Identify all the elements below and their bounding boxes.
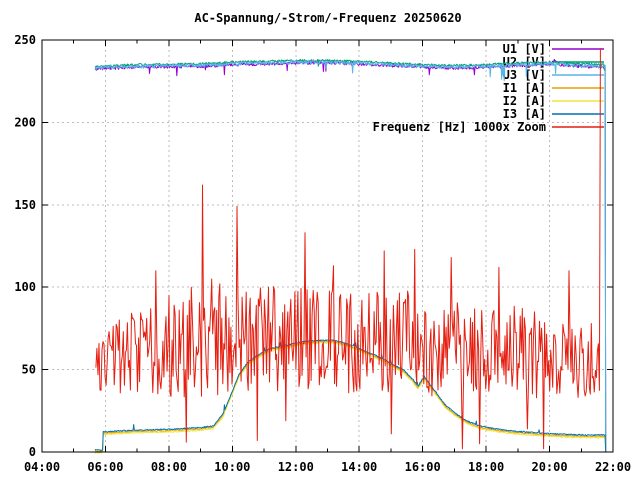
axes: 04:00 06:00 08:00 10:00 12:00 14:00 16:00 18:00… (14, 33, 631, 474)
series-line-frequenz (95, 48, 601, 450)
y-tick-label: 200 (14, 115, 36, 129)
legend-label: U3 [V] (503, 68, 546, 82)
grid-lines (42, 40, 613, 452)
x-tick-label: 04:00 (24, 460, 60, 474)
y-tick-label: 250 (14, 33, 36, 47)
data-series (94, 48, 607, 454)
y-tick-label: 0 (29, 445, 36, 459)
y-tick-label: 150 (14, 198, 36, 212)
legend-label: I2 [A] (503, 94, 546, 108)
x-tick-label: 18:00 (468, 460, 504, 474)
legend-label: I3 [A] (503, 107, 546, 121)
x-tick-label: 06:00 (87, 460, 123, 474)
series-line-i2 (94, 341, 607, 454)
x-tick-label: 14:00 (341, 460, 377, 474)
y-tick-label: 50 (22, 363, 36, 377)
legend: U1 [V]U2 [V]U3 [V]I1 [A]I2 [A]I3 [A]Freq… (373, 42, 604, 134)
x-tick-label: 16:00 (405, 460, 441, 474)
series-line-u3 (94, 59, 607, 453)
y-tick-label: 100 (14, 280, 36, 294)
series-line-i3 (94, 339, 607, 453)
legend-label: I1 [A] (503, 81, 546, 95)
x-tick-label: 10:00 (214, 460, 250, 474)
x-tick-label: 22:00 (595, 460, 631, 474)
legend-label: Frequenz [Hz] 1000x Zoom (373, 120, 546, 134)
legend-label: U1 [V] (503, 42, 546, 56)
x-tick-label: 08:00 (151, 460, 187, 474)
chart-title: AC-Spannung/-Strom/-Frequenz 20250620 (194, 11, 461, 25)
x-tick-label: 20:00 (531, 460, 567, 474)
x-tick-label: 12:00 (278, 460, 314, 474)
